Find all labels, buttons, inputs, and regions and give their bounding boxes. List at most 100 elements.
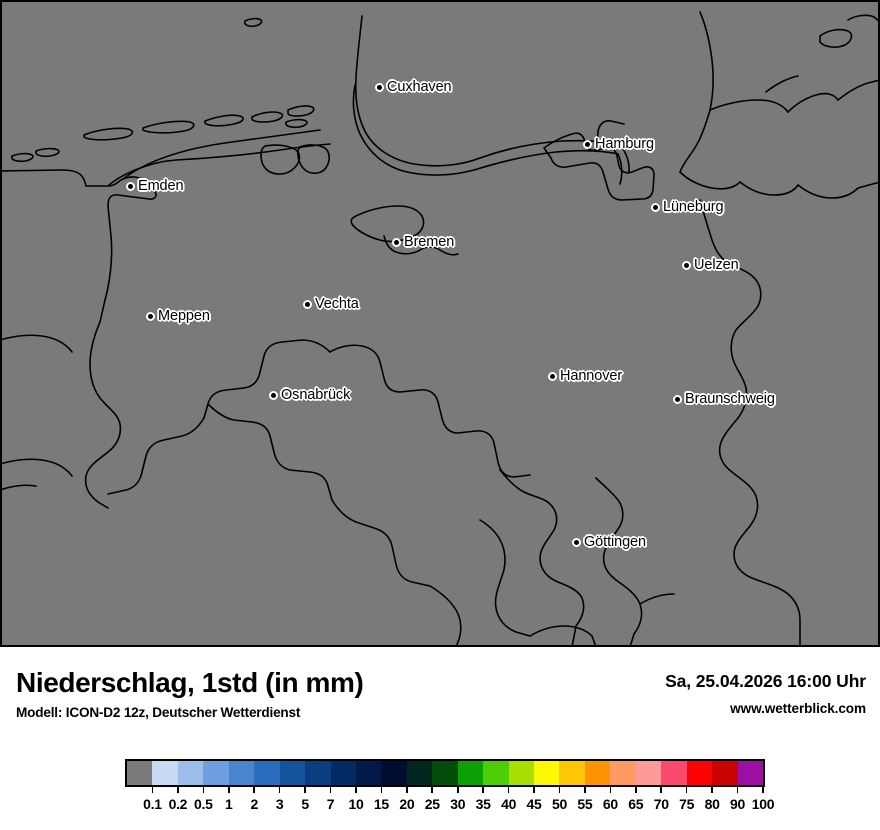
precipitation-legend: 0.1 0.2 0.5 1 2 3 5 7 10 15 20 25 30 35 40 45 50 55 60 65 70… [125,759,775,816]
model-subtitle: Modell: ICON-D2 12z, Deutscher Wetterdie… [16,704,301,720]
city-label: Lüneburg [663,199,724,215]
colorbar-tick [635,787,637,793]
colorbar-band [457,761,484,785]
colorbar-band [203,761,229,785]
colorbar-tick [584,787,586,793]
forecast-timestamp: Sa, 25.04.2026 16:00 Uhr [665,671,866,691]
map-pin-icon [269,390,278,400]
city-marker: Göttingen [572,534,646,550]
colorbar-band [177,761,204,785]
colorbar-band [534,761,560,785]
colorbar-tick-label: 0.2 [168,796,188,812]
date-block: Sa, 25.04.2026 16:00 Uhr www.wetterblick… [665,671,866,716]
colorbar-band [355,761,382,785]
colorbar-tick-label: 75 [679,796,695,812]
city-markers-layer: Cuxhaven Hamburg Emden Lüneburg Bremen Uelzen… [2,2,878,645]
page-title: Niederschlag, 1std (in mm) [16,667,364,698]
colorbar-tick [329,787,332,793]
colorbar-band [406,761,433,785]
colorbar-band [254,761,280,785]
colorbar-tick [355,787,357,793]
city-marker: Bremen [392,234,454,250]
map-footer: Niederschlag, 1std (in mm) Modell: ICON-… [0,647,880,830]
colorbar-tick [151,787,154,793]
city-marker: Braunschweig [673,391,775,407]
colorbar-tick-label: 90 [730,796,746,812]
colorbar-band [584,761,611,785]
map-pin-icon [126,181,135,191]
colorbar-tick-label: 100 [751,796,775,812]
colorbar-tick [406,787,408,793]
colorbar-gradient [125,759,765,787]
city-marker: Lüneburg [651,199,724,215]
colorbar-band [737,761,763,785]
map-pin-icon [392,237,401,247]
map-pin-icon [548,371,557,381]
colorbar-band [661,761,687,785]
map-pin-icon [682,260,691,270]
colorbar-band [127,761,153,785]
colorbar-tick [736,787,739,793]
colorbar-tick [558,787,561,793]
colorbar-tick [533,787,535,793]
colorbar-tick-label: 70 [653,796,669,812]
map-pin-icon [303,299,312,309]
colorbar-tick [507,787,510,793]
colorbar-tick-label: 0.1 [143,796,162,812]
colorbar-tick [456,787,459,793]
city-label: Uelzen [694,257,739,273]
city-label: Osnabrück [281,387,351,403]
colorbar-tick [711,787,713,793]
city-marker: Meppen [146,308,210,324]
city-label: Vechta [315,296,359,312]
colorbar-band [279,761,306,785]
colorbar-tick [253,787,255,793]
colorbar-tick-label: 25 [424,796,440,812]
city-marker: Cuxhaven [375,79,452,95]
colorbar-tick [278,787,281,793]
colorbar-band [610,761,636,785]
city-label: Göttingen [584,534,646,550]
colorbar-tick [762,787,764,793]
colorbar-tick [202,787,205,793]
colorbar-band [228,761,255,785]
colorbar-tick-label: 2 [250,796,258,812]
colorbar-tick [609,787,612,793]
colorbar-band [152,761,178,785]
city-marker: Hannover [548,368,622,384]
colorbar-tick [177,787,179,793]
colorbar-tick [685,787,688,793]
colorbar-tick-label: 65 [628,796,644,812]
colorbar-band [330,761,356,785]
map-pin-icon [583,139,592,149]
map-pin-icon [375,82,384,92]
city-label: Hamburg [595,136,654,152]
colorbar-tick-label: 50 [551,796,567,812]
colorbar-tick-label: 1 [225,796,233,812]
colorbar-tick-label: 3 [275,796,284,812]
colorbar-band [559,761,585,785]
colorbar-tick-label: 10 [348,796,364,812]
city-marker: Emden [126,178,184,194]
colorbar-tick [304,787,306,793]
colorbar-tick-label: 0.5 [194,796,213,812]
colorbar-band [635,761,662,785]
city-marker: Hamburg [583,136,654,152]
map-pin-icon [572,537,581,547]
colorbar-band [381,761,407,785]
city-marker: Uelzen [682,257,739,273]
colorbar-tick-label: 55 [577,796,593,812]
city-label: Hannover [560,368,623,384]
colorbar-band [483,761,509,785]
colorbar-tick [227,787,230,793]
precipitation-map[interactable]: Cuxhaven Hamburg Emden Lüneburg Bremen Uelzen… [0,0,880,647]
colorbar-tick-label: 30 [450,796,466,812]
colorbar-tick-labels: 0.1 0.2 0.5 1 2 3 5 7 10 15 20 25 30 35 40 45 50 55 60 65 70… [125,796,774,816]
colorbar-band [432,761,458,785]
colorbar-tick-label: 60 [602,796,618,812]
city-marker: Vechta [303,296,359,312]
map-geography-outlines [2,11,878,645]
city-label: Braunschweig [685,391,775,407]
colorbar-tick-label: 80 [704,796,720,812]
colorbar-tick-label: 40 [501,796,517,812]
